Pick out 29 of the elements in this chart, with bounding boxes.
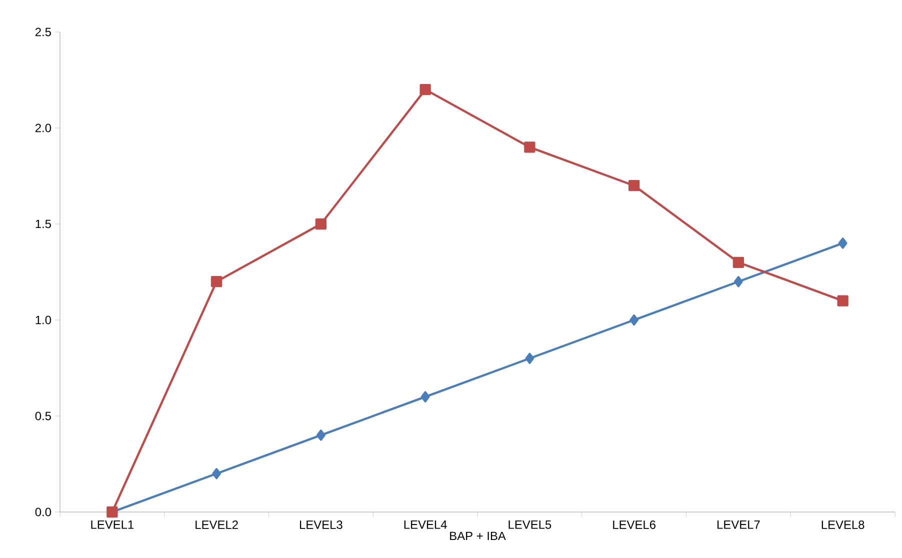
- y-tick-label: 2.0: [35, 124, 52, 132]
- point: [732, 256, 744, 268]
- point: [525, 352, 534, 364]
- x-tick-label: LEVEL7: [717, 520, 760, 529]
- x-tick-label: LEVEL5: [508, 520, 552, 529]
- point: [212, 468, 222, 480]
- point: [524, 142, 536, 153]
- point: [628, 180, 640, 192]
- y-tick-label: 1.5: [36, 220, 51, 228]
- point: [734, 276, 743, 288]
- point: [420, 84, 431, 96]
- point: [210, 276, 222, 288]
- y-tick-label: 0.0: [35, 508, 52, 516]
- x-axis-title: BAP + IBA: [450, 532, 506, 540]
- x-tick-label: LEVEL4: [404, 520, 447, 529]
- point: [316, 430, 326, 441]
- point: [420, 391, 430, 402]
- x-tick-label: LEVEL8: [822, 520, 864, 529]
- x-tick-label: LEVEL2: [196, 520, 238, 529]
- y-tick-label: 0.5: [35, 412, 51, 420]
- point: [630, 314, 639, 326]
- x-tick-label: LEVEL6: [613, 520, 656, 529]
- point: [837, 295, 848, 306]
- x-tick-label: LEVEL3: [300, 520, 342, 529]
- y-tick-label: 1.0: [36, 316, 52, 324]
- x-tick-label: LEVEL1: [91, 520, 134, 529]
- y-tick-label: 2.5: [35, 28, 51, 36]
- point: [315, 218, 327, 230]
- point: [838, 238, 848, 249]
